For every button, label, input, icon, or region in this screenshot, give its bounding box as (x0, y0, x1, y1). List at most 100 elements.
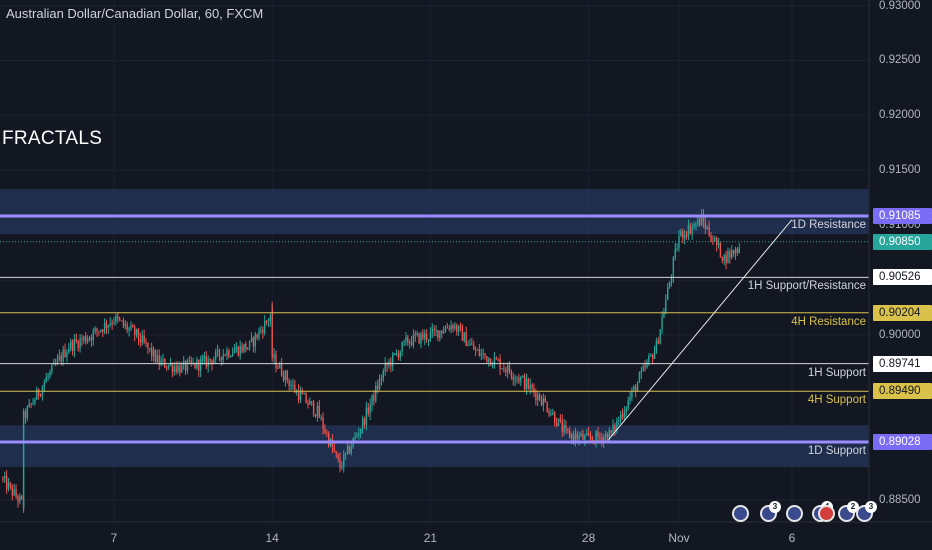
candle-down (699, 218, 701, 226)
candle-down (39, 395, 42, 397)
candle-up (636, 382, 639, 392)
candle-up (43, 382, 46, 387)
candle-up (58, 356, 61, 359)
candle-up (222, 354, 224, 361)
candle-up (239, 345, 241, 356)
candle-up (73, 339, 76, 351)
4h-support-label: 4H Support (807, 394, 866, 407)
time-tick-label: 7 (110, 531, 118, 545)
candle-up (537, 394, 539, 401)
candle-down (376, 385, 379, 390)
candle-up (356, 434, 358, 437)
candle-down (363, 418, 366, 425)
candle-up (655, 340, 658, 352)
candlestick-series (2, 208, 740, 513)
candle-up (230, 356, 232, 358)
candle-up (476, 349, 479, 351)
candle-up (506, 364, 509, 373)
candle-up (182, 361, 185, 365)
candle-up (393, 353, 396, 355)
candle-down (471, 343, 473, 345)
candle-up (738, 247, 740, 253)
candle-down (497, 359, 499, 361)
candle-up (263, 320, 266, 334)
candle-down (220, 356, 223, 361)
candle-down (150, 347, 153, 357)
candle-down (241, 345, 243, 352)
candle-up (173, 366, 175, 372)
candle-up (267, 321, 270, 323)
candle-up (156, 354, 159, 363)
candle-down (433, 328, 435, 331)
candle-down (339, 458, 341, 469)
candle-up (663, 312, 665, 318)
candle-up (700, 214, 703, 226)
candle-down (418, 333, 420, 344)
candle-down (120, 320, 123, 322)
candle-up (444, 327, 447, 332)
candle-down (518, 377, 520, 382)
candle-up (405, 337, 407, 341)
event-ca-1-icon[interactable] (818, 505, 835, 522)
candle-down (523, 376, 526, 389)
event-au-2-icon[interactable] (786, 505, 803, 522)
candle-down (473, 344, 475, 350)
candle-up (695, 224, 697, 226)
candle-up (665, 299, 667, 313)
candle-down (715, 238, 718, 246)
candle-down (484, 353, 486, 356)
candle-up (392, 353, 394, 367)
candle-up (107, 325, 110, 328)
candle-up (450, 325, 452, 330)
h1-sr-price-tag: 0.90526 (873, 269, 932, 286)
candle-up (130, 325, 132, 329)
candle-up (124, 324, 126, 326)
candle-up (731, 250, 733, 258)
candle-up (672, 257, 675, 277)
candle-up (648, 356, 650, 362)
candle-up (354, 436, 356, 439)
candle-up (618, 420, 620, 422)
candle-up (501, 368, 503, 370)
candle-down (448, 328, 450, 330)
candle-up (86, 339, 89, 342)
d1-resistance-price-tag: 0.91085 (873, 207, 932, 224)
candle-down (386, 362, 388, 366)
candle-down (446, 327, 449, 329)
event-group-4-count: 3 (865, 501, 877, 513)
candle-up (382, 371, 385, 380)
event-au-1-icon[interactable] (732, 505, 749, 522)
candle-down (407, 337, 409, 344)
candle-up (49, 371, 51, 376)
candle-down (452, 325, 454, 329)
candle-up (542, 397, 545, 406)
candle-down (117, 315, 119, 319)
candle-down (544, 397, 546, 403)
candle-up (659, 329, 661, 344)
candle-up (408, 342, 411, 344)
candle-down (328, 433, 330, 446)
candle-down (533, 388, 535, 393)
candle-up (717, 242, 720, 246)
candle-up (563, 425, 565, 432)
candle-up (633, 386, 635, 390)
ascending-trendline[interactable] (608, 219, 793, 440)
candle-up (320, 417, 322, 419)
candle-down (503, 368, 505, 370)
candle-down (367, 407, 369, 414)
candle-up (213, 359, 215, 365)
candle-down (337, 453, 339, 459)
candle-down (198, 359, 200, 371)
candle-down (288, 380, 290, 386)
candle-up (269, 316, 272, 322)
candle-up (100, 329, 102, 332)
candle-up (254, 334, 256, 347)
candle-up (623, 412, 626, 418)
candle-down (280, 363, 283, 376)
candle-up (369, 405, 371, 414)
candle-up (631, 389, 633, 398)
candle-down (166, 367, 168, 369)
event-group-1-count: 3 (769, 501, 781, 513)
candle-up (586, 433, 588, 436)
